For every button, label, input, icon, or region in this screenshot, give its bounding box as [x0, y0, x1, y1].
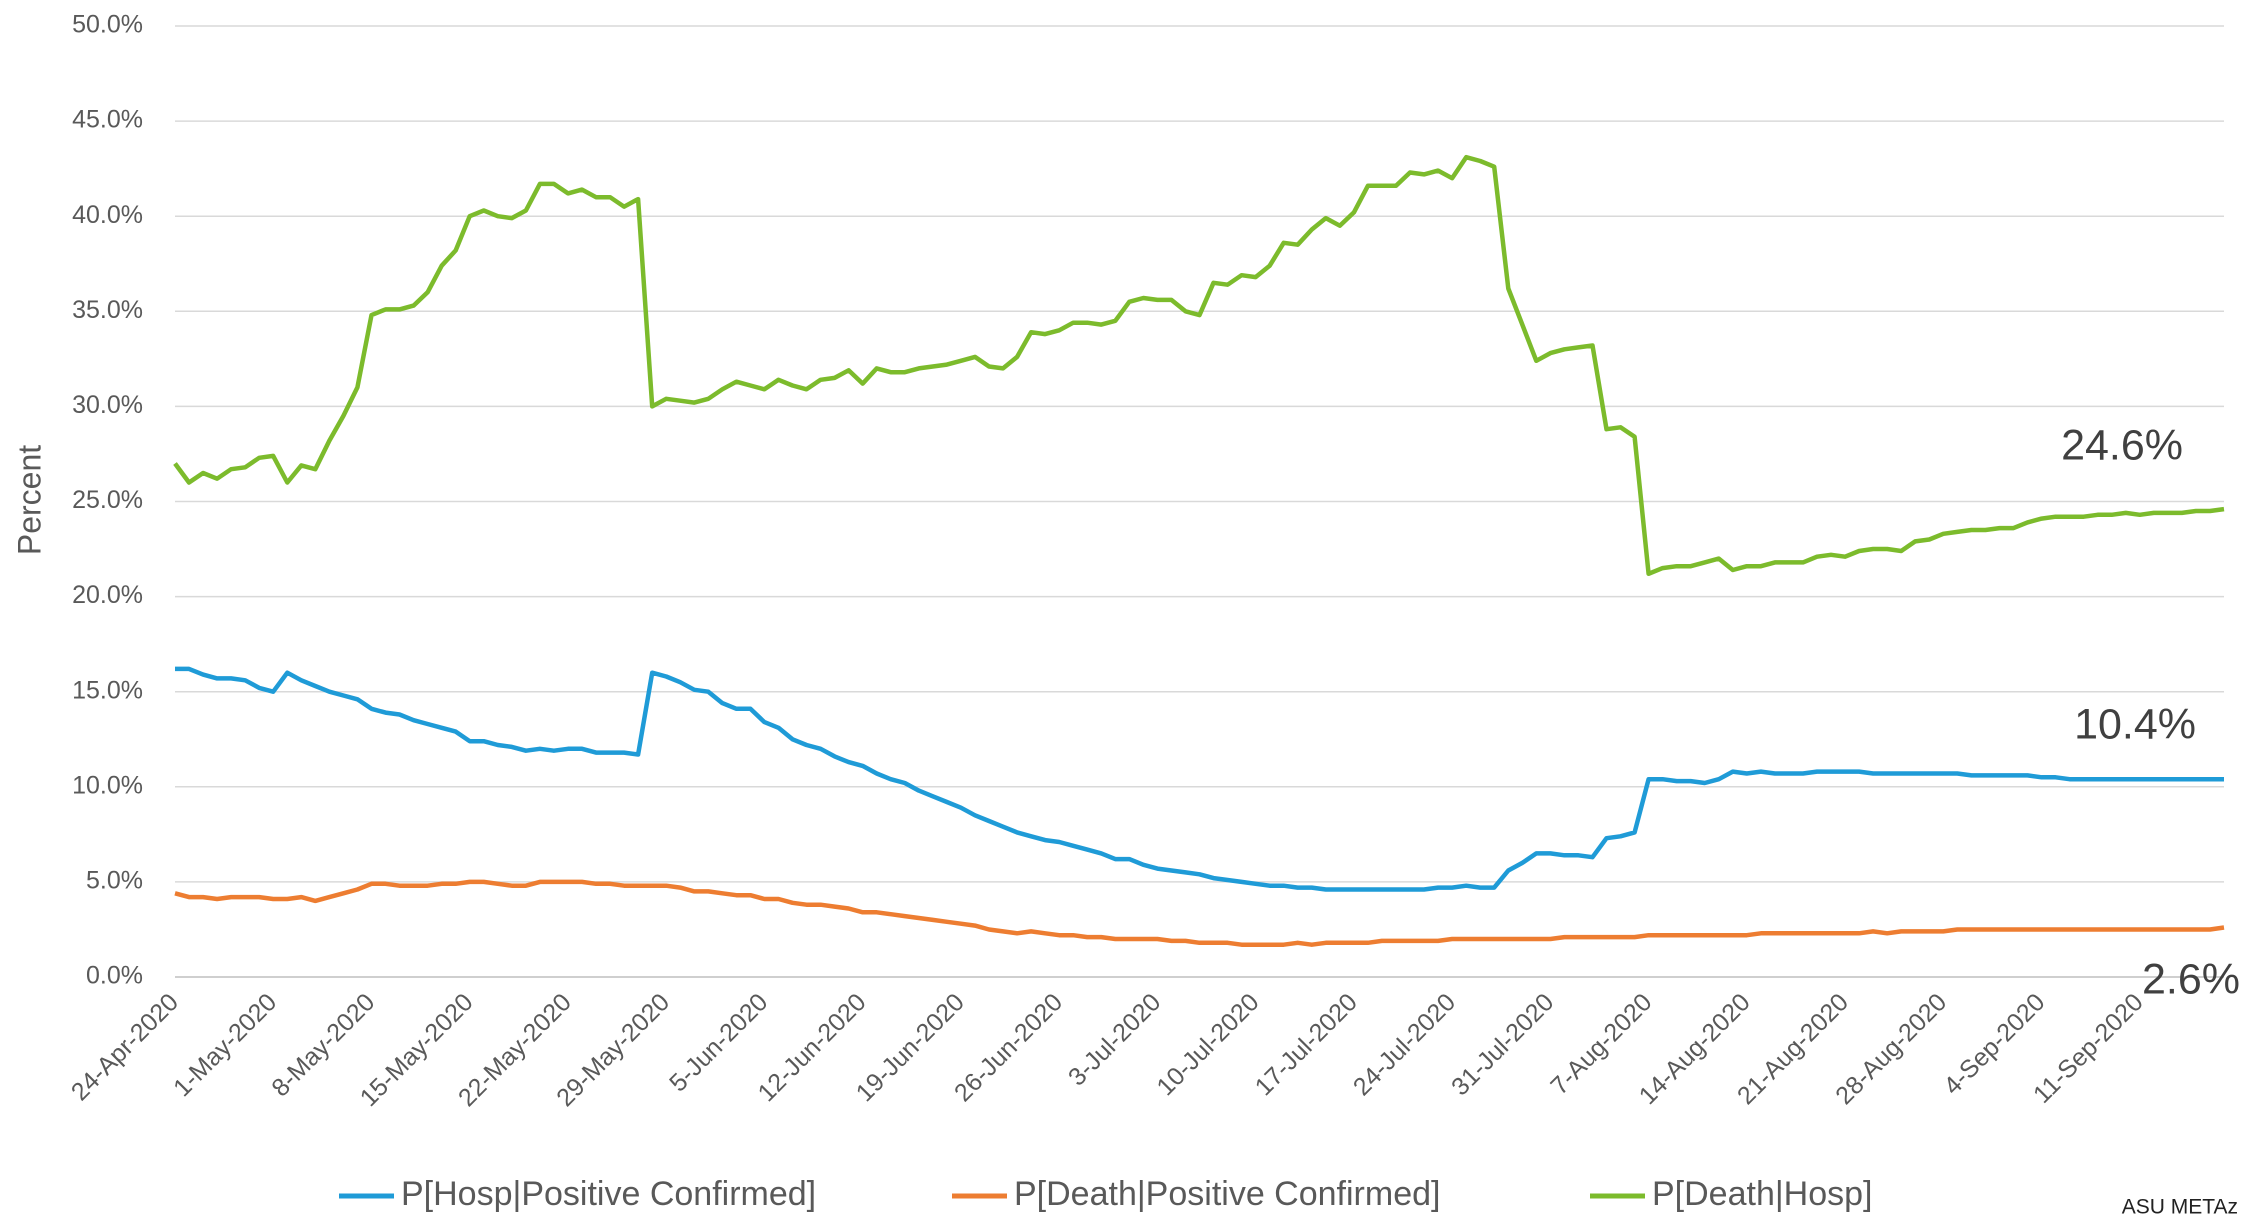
x-tick-label: 10-Jul-2020 — [1151, 988, 1264, 1101]
x-tick-label: 1-May-2020 — [168, 988, 282, 1102]
y-tick-label: 15.0% — [72, 676, 143, 704]
end-label: 2.6% — [2142, 955, 2240, 1003]
legend-label: P[Death|Positive Confirmed] — [1014, 1175, 1440, 1213]
x-tick-label: 31-Jul-2020 — [1446, 988, 1559, 1101]
series-line — [173, 154, 2225, 577]
y-axis-title: Percent — [11, 445, 47, 555]
y-tick-label: 30.0% — [72, 391, 143, 419]
end-label: 10.4% — [2074, 700, 2196, 748]
x-tick-label: 3-Jul-2020 — [1063, 988, 1166, 1091]
credit: ASU METAz — [2122, 1196, 2238, 1218]
x-tick-label: 5-Jun-2020 — [664, 988, 773, 1097]
y-tick-label: 20.0% — [72, 581, 143, 609]
end-label: 24.6% — [2061, 421, 2183, 469]
y-tick-label: 25.0% — [72, 486, 143, 514]
series-line — [174, 879, 2225, 947]
y-tick-label: 0.0% — [86, 962, 143, 990]
x-tick-label: 17-Jul-2020 — [1250, 988, 1363, 1101]
series-line — [175, 666, 2224, 892]
x-tick-label: 24-Jul-2020 — [1348, 988, 1461, 1101]
y-tick-label: 40.0% — [72, 201, 143, 229]
y-tick-label: 10.0% — [72, 771, 143, 799]
y-tick-label: 45.0% — [72, 106, 143, 134]
y-tick-label: 5.0% — [86, 867, 143, 895]
x-tick-label: 24-Apr-2020 — [66, 988, 184, 1106]
legend-label: P[Hosp|Positive Confirmed] — [401, 1175, 816, 1213]
legend-label: P[Death|Hosp] — [1652, 1175, 1873, 1213]
y-tick-label: 50.0% — [72, 11, 143, 39]
y-tick-label: 35.0% — [72, 296, 143, 324]
